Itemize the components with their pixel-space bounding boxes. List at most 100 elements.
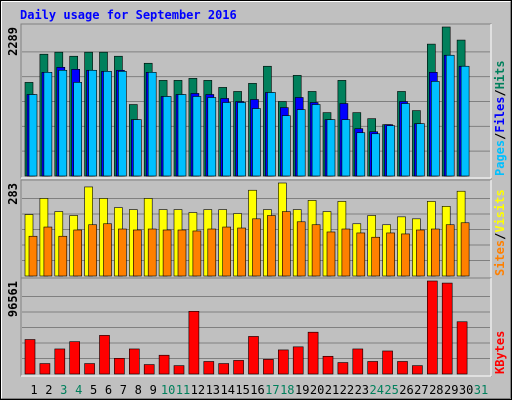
bar — [43, 72, 53, 177]
bar — [341, 228, 351, 277]
bar — [445, 224, 455, 277]
bar — [88, 69, 97, 177]
bar — [162, 96, 172, 177]
x-tick-label: 10 — [161, 383, 175, 397]
x-tick-label: 16 — [250, 383, 264, 397]
bar — [326, 119, 336, 177]
legend: KBytes — [493, 331, 507, 374]
bar — [356, 132, 366, 177]
bar — [252, 108, 261, 177]
bar — [162, 229, 172, 277]
legend: Pages/Files/Hits — [493, 60, 507, 176]
bar — [28, 94, 38, 177]
bar — [237, 102, 246, 177]
x-tick-label: 17 — [265, 383, 279, 397]
x-tick-label: 30 — [459, 383, 473, 397]
legend-entry: Hits — [493, 60, 507, 89]
bar — [267, 215, 276, 277]
bar — [252, 218, 261, 277]
legend: Sites/Visits — [493, 189, 507, 276]
y-tick-label: 2289 — [6, 27, 20, 56]
bar — [129, 348, 140, 375]
x-tick-label: 26 — [399, 383, 413, 397]
x-tick-label: 13 — [206, 383, 220, 397]
bar — [218, 363, 229, 375]
bar — [192, 96, 202, 177]
bar — [58, 235, 68, 277]
bar — [267, 92, 276, 177]
bar — [237, 227, 246, 277]
legend-entry: Visits — [493, 189, 507, 232]
legend-entry: Pages — [493, 140, 507, 176]
x-tick-label: 23 — [355, 383, 369, 397]
bar — [222, 102, 231, 177]
x-tick-label: 22 — [340, 383, 354, 397]
bar — [441, 282, 453, 375]
x-tick-label: 19 — [295, 383, 309, 397]
x-tick-label: 5 — [90, 383, 97, 397]
x-tick-label: 11 — [176, 383, 190, 397]
bar — [281, 115, 291, 177]
x-tick-label: 3 — [60, 383, 67, 397]
bar — [24, 339, 36, 375]
legend-entry: KBytes — [493, 331, 507, 374]
bar — [416, 229, 425, 277]
legend-separator: / — [493, 233, 507, 240]
bar — [292, 346, 304, 375]
x-tick-label: 15 — [235, 383, 249, 397]
bar — [311, 104, 321, 177]
bar — [367, 361, 379, 375]
bar — [43, 226, 53, 277]
bar — [337, 362, 349, 375]
bar — [233, 360, 244, 375]
bar — [277, 349, 289, 375]
bar — [430, 228, 440, 277]
bar — [177, 229, 187, 277]
bar — [460, 222, 470, 277]
x-tick-label: 20 — [310, 383, 324, 397]
bar — [84, 363, 95, 375]
bar — [430, 81, 440, 177]
bar — [401, 233, 410, 277]
bar — [103, 71, 112, 177]
bar — [397, 361, 408, 375]
chart-title: Daily usage for September 2016 — [20, 8, 237, 22]
bar — [460, 65, 470, 177]
x-tick-label: 9 — [150, 383, 157, 397]
bar — [263, 359, 274, 375]
bar — [311, 224, 321, 277]
bar — [296, 221, 306, 277]
bar — [356, 232, 366, 277]
x-tick-label: 27 — [414, 383, 428, 397]
bar — [456, 321, 468, 375]
bar — [412, 365, 423, 375]
bar — [382, 350, 393, 375]
legend-separator: / — [493, 133, 507, 140]
x-tick-label: 21 — [325, 383, 339, 397]
x-tick-label: 18 — [280, 383, 294, 397]
bar — [99, 335, 110, 375]
bar — [296, 109, 306, 177]
bar — [341, 119, 351, 177]
bar — [103, 223, 112, 277]
bar — [118, 71, 127, 177]
bar — [133, 229, 142, 277]
bar — [416, 123, 425, 177]
bar — [386, 125, 395, 177]
x-tick-label: 25 — [384, 383, 398, 397]
bar — [147, 72, 157, 177]
bar — [371, 133, 381, 177]
bar — [207, 97, 217, 177]
x-tick-label: 7 — [120, 383, 127, 397]
bar — [58, 69, 68, 177]
bar — [158, 354, 170, 375]
bar — [133, 119, 142, 177]
bar — [69, 341, 80, 375]
bar — [39, 363, 51, 375]
bar — [401, 103, 410, 177]
bar — [371, 236, 381, 277]
bar — [322, 355, 334, 375]
y-tick-label: 283 — [6, 183, 20, 205]
bar — [177, 94, 187, 177]
